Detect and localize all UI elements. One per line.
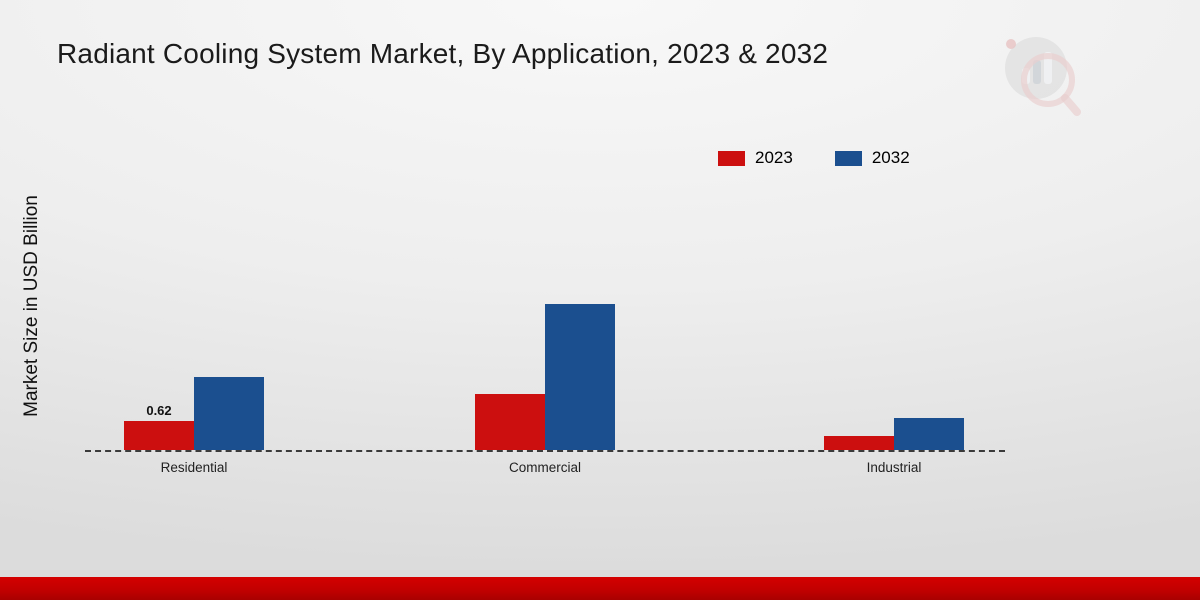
chart-title: Radiant Cooling System Market, By Applic… (57, 38, 829, 69)
category-label-residential: Residential (160, 460, 228, 475)
bar-2032-residential (194, 377, 264, 450)
bar-2023-residential (124, 421, 194, 450)
legend-item-2023: 2023 (718, 148, 793, 168)
x-axis-baseline (85, 450, 1005, 452)
bar-wrap-2023-commercial (475, 394, 545, 450)
category-label-industrial: Industrial (866, 460, 922, 475)
legend-swatch-2023 (718, 150, 745, 166)
bar-2023-industrial (824, 436, 894, 450)
bar-wrap-2023-industrial (824, 436, 894, 450)
bar-2032-industrial (894, 418, 964, 450)
bar-group-residential: 0.62 Residential (124, 377, 264, 475)
bar-wrap-2023-residential: 0.62 (124, 403, 194, 450)
legend-swatch-2032 (834, 150, 862, 166)
footer-red-band (0, 577, 1200, 600)
bar-value-label-residential: 0.62 (146, 403, 172, 418)
bar-2023-commercial (475, 394, 545, 450)
category-label-commercial: Commercial (508, 460, 581, 475)
legend: 2023 2032 (718, 148, 910, 168)
legend-label-2032: 2032 (871, 148, 910, 167)
bar-group-industrial: Industrial (824, 418, 964, 475)
bar-wrap-2032-commercial (545, 304, 615, 450)
market-research-logo-icon (1005, 37, 1081, 116)
legend-label-2023: 2023 (755, 148, 793, 167)
legend-item-2032: 2032 (834, 148, 910, 168)
bar-wrap-2032-industrial (894, 418, 964, 450)
bar-wrap-2032-residential (194, 377, 264, 450)
bar-2032-commercial (545, 304, 615, 450)
bar-group-commercial: Commercial (475, 304, 615, 475)
